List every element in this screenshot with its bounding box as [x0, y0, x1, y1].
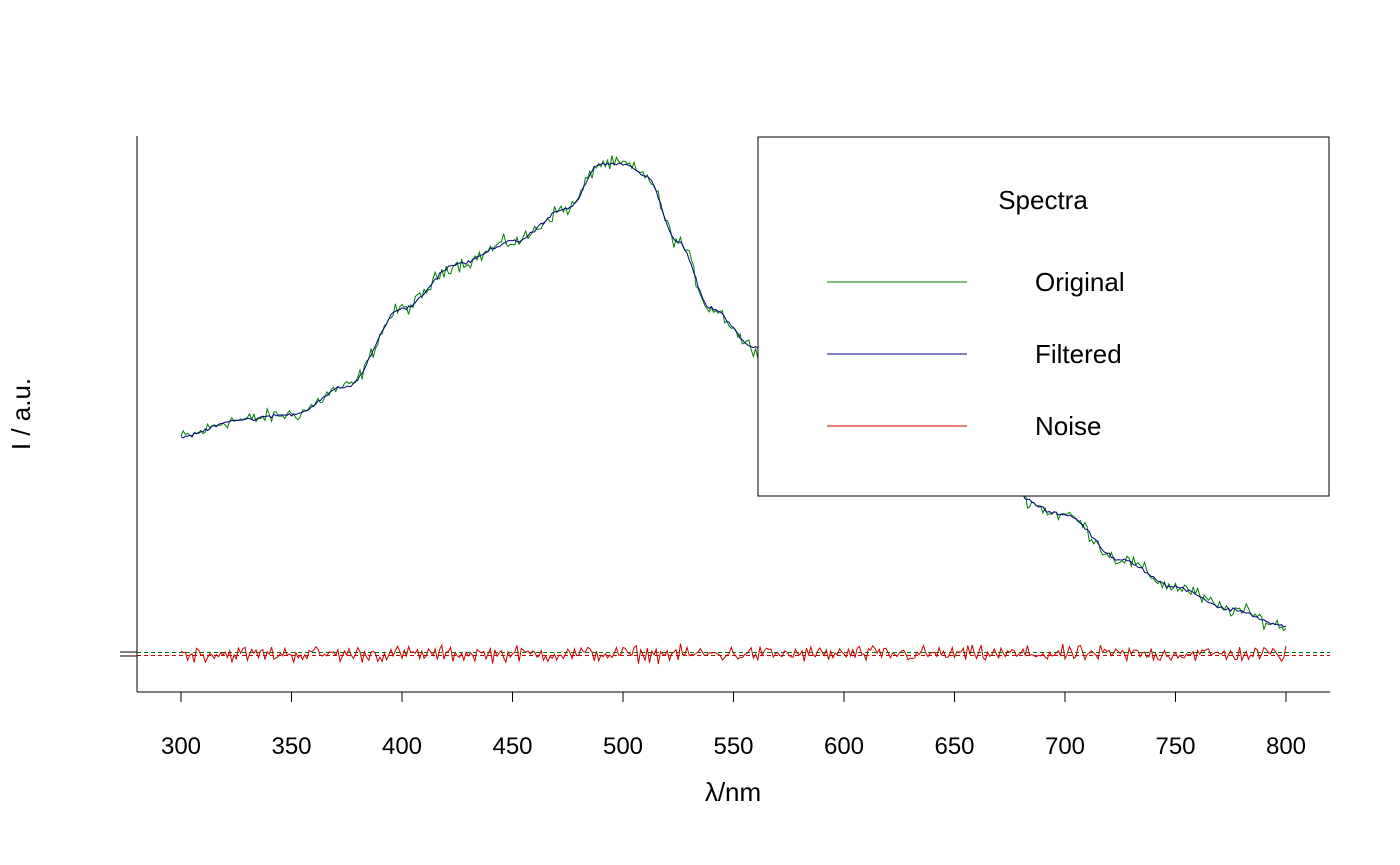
x-tick-label-800: 800: [1266, 733, 1306, 760]
zero-reference-lines: [120, 651, 1330, 657]
x-tick-label-650: 650: [934, 733, 974, 760]
x-tick-label-550: 550: [713, 733, 753, 760]
series-layer: [180, 155, 1287, 665]
x-tick-label-700: 700: [1045, 733, 1085, 760]
x-tick-label-500: 500: [603, 733, 643, 760]
x-axis-label: λ/nm: [705, 777, 761, 807]
legend-title: Spectra: [998, 185, 1088, 215]
legend-label-original: Original: [1035, 267, 1125, 297]
legend: Spectra Original Filtered Noise: [757, 136, 1330, 497]
series-line-noise: [180, 643, 1287, 665]
x-tick-label-350: 350: [271, 733, 311, 760]
x-tick-label-300: 300: [161, 733, 201, 760]
x-tick-label-450: 450: [492, 733, 532, 760]
y-axis-label: I / a.u.: [6, 378, 36, 450]
x-axis-ticks: 300 350 400 450 500 550 600 650 700 750 800: [161, 692, 1306, 760]
legend-box: [757, 136, 1330, 497]
legend-entries: Original Filtered Noise: [827, 267, 1125, 441]
series-line-filtered: [180, 162, 1287, 628]
x-tick-label-600: 600: [824, 733, 864, 760]
x-tick-label-400: 400: [382, 733, 422, 760]
x-tick-label-750: 750: [1155, 733, 1195, 760]
legend-label-noise: Noise: [1035, 411, 1101, 441]
legend-label-filtered: Filtered: [1035, 339, 1122, 369]
